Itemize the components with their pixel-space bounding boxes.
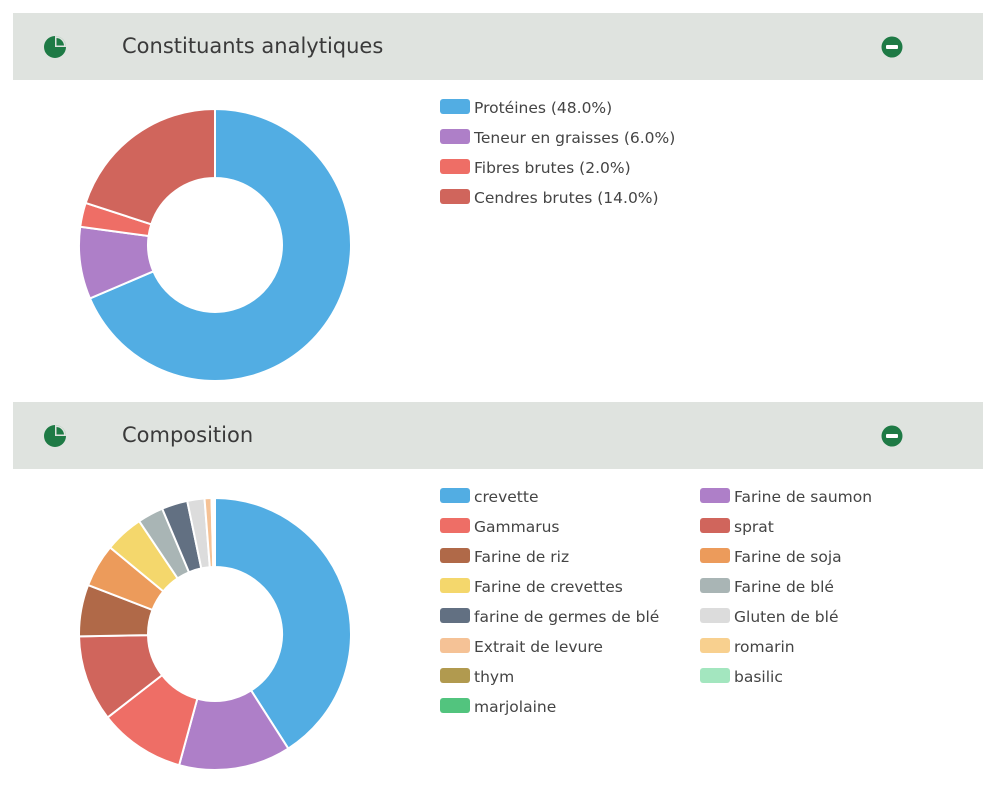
composition-panel-title: Composition [122,423,254,447]
analytics-panel-title: Constituants analytiques [122,34,384,58]
pie-chart-icon [44,36,66,58]
legend-item[interactable]: Extrait de levure [440,636,603,658]
legend-label: Farine de saumon [734,488,873,506]
legend-label: Farine de riz [474,548,570,566]
legend-item[interactable]: Teneur en graisses (6.0%) [440,127,675,149]
minus-circle-icon[interactable] [881,36,903,58]
legend-label: Fibres brutes (2.0%) [474,159,631,177]
legend-item[interactable]: Farine de crevettes [440,576,623,598]
legend-swatch [440,488,470,503]
legend-label: crevette [474,488,539,506]
legend-swatch [440,518,470,533]
legend-swatch [700,548,730,563]
legend-label: Protéines (48.0%) [474,99,613,117]
legend-item[interactable]: Fibres brutes (2.0%) [440,157,631,179]
legend-label: sprat [734,518,774,536]
legend-swatch [700,638,730,653]
legend-label: Farine de blé [734,578,834,596]
legend-swatch [700,668,730,683]
legend-swatch [440,578,470,593]
legend-swatch [440,99,470,114]
analytics-donut-chart [78,107,352,382]
legend-item[interactable]: Farine de riz [440,546,569,568]
legend-swatch [440,189,470,204]
legend-label: basilic [734,668,783,686]
legend-label: Gluten de blé [734,608,839,626]
legend-item[interactable]: marjolaine [440,696,556,718]
composition-donut-chart [78,496,352,771]
legend-item[interactable]: Protéines (48.0%) [440,97,612,119]
legend-label: marjolaine [474,698,557,716]
pie-slice[interactable] [88,107,352,382]
legend-item[interactable]: Farine de soja [700,546,842,568]
legend-item[interactable]: crevette [440,486,539,508]
legend-item[interactable]: Gammarus [440,516,559,538]
legend-item[interactable]: thym [440,666,514,688]
legend-swatch [700,518,730,533]
pie-slice[interactable] [84,107,216,226]
legend-swatch [440,668,470,683]
legend-swatch [700,488,730,503]
legend-item[interactable]: romarin [700,636,795,658]
legend-label: farine de germes de blé [474,608,660,626]
legend-label: Teneur en graisses (6.0%) [474,129,676,147]
legend-item[interactable]: sprat [700,516,774,538]
legend-swatch [440,608,470,623]
composition-panel-header: Composition [13,402,983,469]
pie-chart-icon [44,425,66,447]
legend-label: Gammarus [474,518,560,536]
legend-label: Extrait de levure [474,638,603,656]
pie-slice[interactable] [214,496,352,750]
legend-swatch [440,129,470,144]
legend-label: Farine de crevettes [474,578,623,596]
legend-swatch [440,548,470,563]
legend-item[interactable]: Farine de saumon [700,486,872,508]
legend-swatch [700,608,730,623]
legend-swatch [440,159,470,174]
legend-swatch [700,578,730,593]
legend-swatch [440,638,470,653]
legend-label: Farine de soja [734,548,842,566]
pie-slice[interactable] [213,496,216,569]
legend-item[interactable]: basilic [700,666,783,688]
legend-item[interactable]: Gluten de blé [700,606,839,628]
legend-swatch [440,698,470,713]
legend-label: romarin [734,638,795,656]
legend-item[interactable]: Farine de blé [700,576,834,598]
legend-label: thym [474,668,515,686]
legend-item[interactable]: Cendres brutes (14.0%) [440,187,659,209]
minus-circle-icon[interactable] [881,425,903,447]
legend-label: Cendres brutes (14.0%) [474,189,659,207]
legend-item[interactable]: farine de germes de blé [440,606,659,628]
analytics-panel-header: Constituants analytiques [13,13,983,80]
